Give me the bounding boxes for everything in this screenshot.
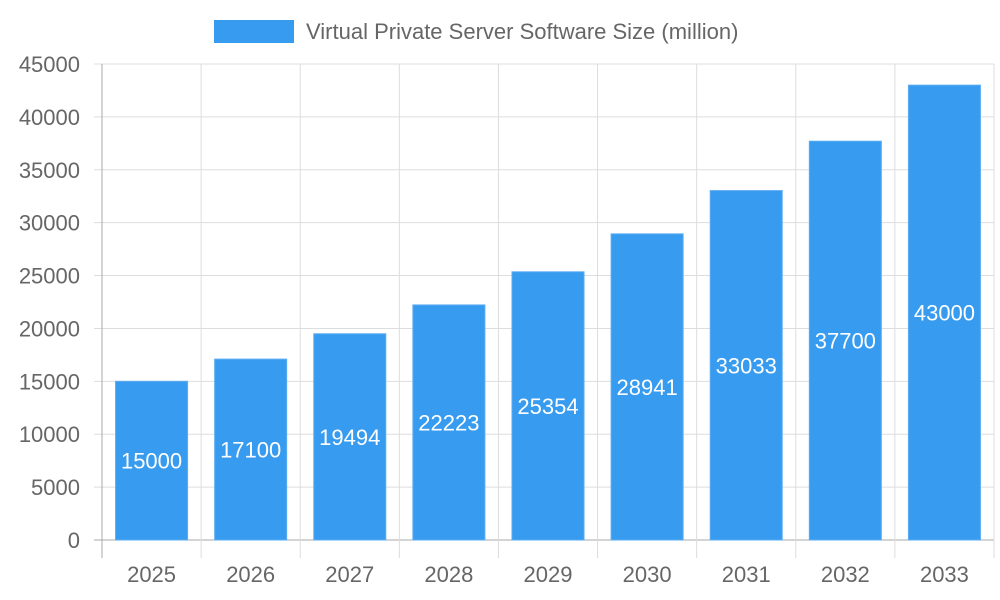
x-tick-label: 2032: [821, 562, 870, 587]
x-tick-label: 2033: [920, 562, 969, 587]
y-tick-label: 40000: [19, 105, 80, 130]
x-tick-label: 2031: [722, 562, 771, 587]
y-tick-label: 25000: [19, 264, 80, 289]
bar-2026: [214, 358, 288, 541]
y-tick-label: 35000: [19, 158, 80, 183]
data-label: 15000: [121, 449, 182, 474]
y-tick-label: 45000: [19, 52, 80, 77]
bar-2027: [313, 333, 387, 541]
bar-2032: [808, 140, 882, 541]
x-tick-label: 2028: [424, 562, 473, 587]
y-tick-label: 15000: [19, 369, 80, 394]
data-label: 19494: [319, 425, 380, 450]
y-tick-label: 0: [68, 528, 80, 553]
y-tick-label: 5000: [31, 475, 80, 500]
bar-2028: [412, 304, 486, 541]
y-tick-label: 10000: [19, 422, 80, 447]
x-tick-label: 2026: [226, 562, 275, 587]
data-label: 43000: [914, 301, 975, 326]
x-tick-label: 2030: [623, 562, 672, 587]
data-label: 37700: [815, 329, 876, 354]
legend-swatch: [214, 20, 294, 43]
x-tick-label: 2025: [127, 562, 176, 587]
bar-2029: [511, 271, 585, 541]
data-label: 17100: [220, 438, 281, 463]
x-tick-label: 2027: [325, 562, 374, 587]
data-label: 28941: [617, 375, 678, 400]
bar-2025: [115, 380, 189, 541]
legend[interactable]: Virtual Private Server Software Size (mi…: [214, 19, 738, 44]
x-tick-label: 2029: [524, 562, 573, 587]
data-label: 33033: [716, 353, 777, 378]
data-label: 22223: [418, 410, 479, 435]
bar-2030: [610, 233, 684, 541]
bar-2031: [709, 190, 783, 541]
bar-2033: [907, 84, 981, 541]
legend-label: Virtual Private Server Software Size (mi…: [306, 19, 738, 44]
y-tick-label: 30000: [19, 211, 80, 236]
y-tick-label: 20000: [19, 316, 80, 341]
data-label: 25354: [517, 394, 578, 419]
